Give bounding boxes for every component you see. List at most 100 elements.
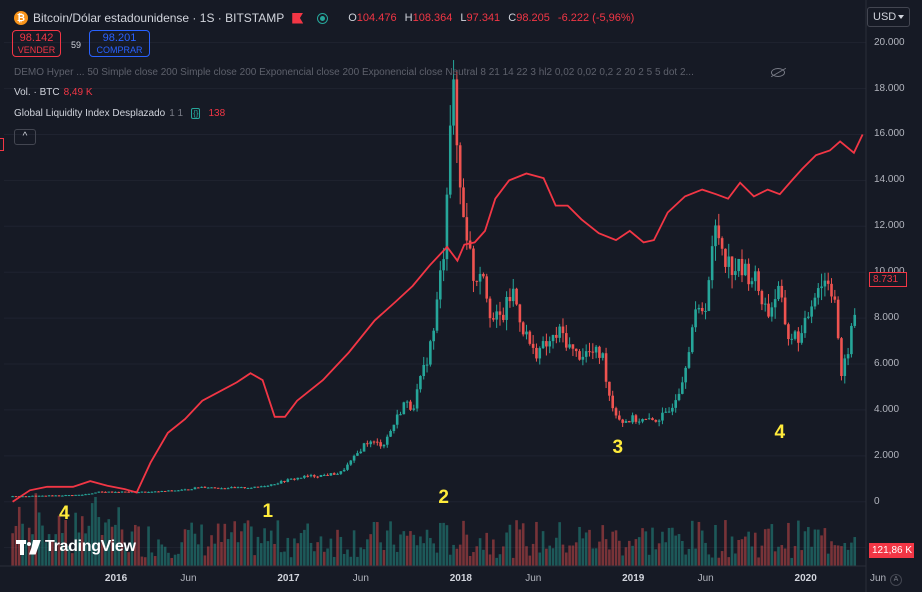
tradingview-logo[interactable]: TradingView xyxy=(16,538,136,556)
candle-body xyxy=(422,364,426,377)
candle-body xyxy=(342,469,346,472)
volume-bar xyxy=(362,549,366,566)
candle-body xyxy=(584,351,588,357)
candle-body xyxy=(442,259,445,271)
volume-bar xyxy=(488,554,492,566)
candle-body xyxy=(259,486,263,488)
candle-body xyxy=(578,351,581,360)
volume-bar xyxy=(442,522,445,566)
price-tick-label: 12.000 xyxy=(874,220,905,232)
volume-bar xyxy=(753,532,757,566)
volume-bar xyxy=(740,539,744,566)
volume-bar xyxy=(372,521,376,566)
flag-icon[interactable] xyxy=(292,12,304,24)
time-tick-label: 2018 xyxy=(449,573,472,584)
volume-bar xyxy=(528,555,532,566)
volume-bar xyxy=(840,546,843,566)
volume-bar xyxy=(246,520,250,566)
volume-bar xyxy=(359,547,363,566)
candle-body xyxy=(448,125,452,195)
volume-bar xyxy=(167,552,170,566)
volume-bar xyxy=(601,525,605,566)
volume-bar xyxy=(608,549,611,566)
symbol-title[interactable]: Bitcoin/Dólar estadounidense · 1S · BITS… xyxy=(33,11,285,25)
hide-eye-icon[interactable] xyxy=(771,68,785,77)
candle-body xyxy=(213,487,217,489)
candle-body xyxy=(425,364,429,366)
candle-body xyxy=(44,495,48,497)
volume-bar xyxy=(213,543,217,566)
candle-body xyxy=(104,491,107,493)
indicator-legend-demo[interactable]: DEMO Hyper ... 50 Simple close 200 Simpl… xyxy=(14,67,694,78)
candle-body xyxy=(664,411,668,413)
candle-body xyxy=(840,338,843,377)
volume-bar xyxy=(657,543,661,566)
candle-body xyxy=(319,475,323,477)
candle-body xyxy=(246,487,250,489)
volume-bar xyxy=(667,527,671,566)
volume-bar xyxy=(87,525,91,566)
market-open-icon xyxy=(317,12,329,24)
volume-bar xyxy=(210,535,213,566)
candle-body xyxy=(823,280,827,287)
candle-body xyxy=(810,306,813,317)
price-tick-label: 10.000 xyxy=(874,266,905,277)
candle-body xyxy=(376,441,379,443)
price-tick-label: 16.000 xyxy=(874,128,905,140)
volume-bar xyxy=(57,515,61,566)
volume-bar xyxy=(316,542,319,566)
high-value: 108.364 xyxy=(412,12,453,24)
volume-bar xyxy=(531,543,535,566)
indicator-legend-liquidity[interactable]: Global Liquidity Index Desplazado 1 1 {}… xyxy=(14,108,225,119)
volume-bar xyxy=(160,544,164,566)
volume-bar xyxy=(458,544,462,566)
indicator-legend-volume[interactable]: Vol. · BTC 8,49 K xyxy=(14,87,93,98)
candle-body xyxy=(432,330,435,342)
candle-body xyxy=(826,280,830,284)
candle-body xyxy=(293,478,296,480)
volume-bar xyxy=(574,542,578,566)
open-label: O xyxy=(348,12,357,24)
candle-body xyxy=(631,415,634,423)
volume-bar xyxy=(133,524,137,566)
change-value: -6.222 (-5,96%) xyxy=(557,12,635,24)
volume-bar xyxy=(153,556,157,566)
candle-body xyxy=(641,419,644,422)
auto-scale-button[interactable]: A xyxy=(890,574,902,586)
volume-bar xyxy=(846,549,850,566)
source-code-icon[interactable]: {} xyxy=(191,108,201,119)
candle-body xyxy=(97,491,101,493)
candle-body xyxy=(677,393,681,401)
candle-body xyxy=(601,353,605,358)
candle-body xyxy=(329,473,333,476)
candle-body xyxy=(455,79,459,146)
candle-body xyxy=(753,271,757,282)
candle-body xyxy=(399,414,402,416)
volume-bar xyxy=(518,529,522,566)
candle-body xyxy=(273,484,276,486)
candle-body xyxy=(402,402,406,415)
volume-bar xyxy=(286,537,290,566)
volume-bar xyxy=(571,545,575,566)
volume-bar xyxy=(647,554,651,566)
volume-bar xyxy=(250,526,253,566)
sell-button[interactable]: 98.142 VENDER xyxy=(12,30,61,57)
candle-body xyxy=(485,276,489,299)
volume-bar xyxy=(74,512,77,566)
volume-bar xyxy=(515,520,518,566)
collapse-legend-button[interactable]: ^ xyxy=(14,129,36,145)
buy-button[interactable]: 98.201 COMPRAR xyxy=(89,30,150,57)
volume-bar xyxy=(422,543,426,566)
currency-select[interactable]: USD xyxy=(867,7,910,27)
time-tick-label: Jun xyxy=(352,573,369,584)
volume-bar xyxy=(714,524,717,566)
candle-body xyxy=(737,258,740,272)
volume-bar xyxy=(405,535,409,566)
volume-bar xyxy=(170,557,174,566)
candle-body xyxy=(100,491,104,493)
candle-body xyxy=(555,334,558,338)
candle-body xyxy=(220,488,223,490)
volume-bar xyxy=(737,539,740,566)
candle-body xyxy=(210,487,213,489)
